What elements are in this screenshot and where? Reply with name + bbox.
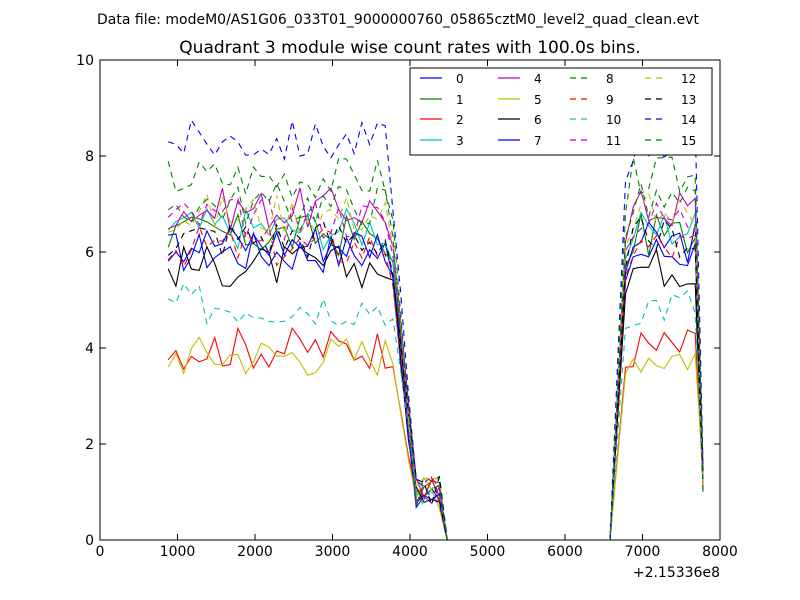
- chart-title: Quadrant 3 module wise count rates with …: [179, 38, 640, 58]
- x-tick-label: 5000: [470, 544, 506, 560]
- series-line-14: [168, 118, 704, 541]
- x-tick-label: 7000: [625, 544, 661, 560]
- legend-label-8: 8: [606, 72, 614, 86]
- legend-label-3: 3: [456, 134, 464, 148]
- legend-label-11: 11: [606, 134, 621, 148]
- legend-label-1: 1: [456, 93, 464, 107]
- y-tick-label: 2: [85, 437, 94, 453]
- legend-label-6: 6: [534, 113, 542, 127]
- series-line-12: [168, 191, 704, 541]
- x-offset-label: +2.15336e8: [633, 565, 720, 581]
- x-tick-label: 4000: [392, 544, 428, 560]
- series-line-13: [167, 215, 704, 541]
- legend-label-15: 15: [681, 134, 696, 148]
- y-tick-label: 0: [85, 533, 94, 549]
- x-tick-label: 0: [96, 544, 105, 560]
- legend-label-10: 10: [606, 113, 621, 127]
- legend-label-12: 12: [681, 72, 696, 86]
- x-tick-label: 1000: [160, 544, 196, 560]
- y-tick-label: 6: [85, 245, 94, 261]
- x-tick-label: 3000: [315, 544, 351, 560]
- legend-label-0: 0: [456, 72, 464, 86]
- y-tick-label: 4: [85, 341, 94, 357]
- series-line-10: [167, 282, 704, 541]
- series-line-15: [167, 181, 704, 541]
- legend-label-2: 2: [456, 113, 464, 127]
- y-tick-label: 8: [85, 149, 94, 165]
- legend-label-7: 7: [534, 134, 542, 148]
- legend-label-5: 5: [534, 93, 542, 107]
- legend-label-9: 9: [606, 93, 614, 107]
- series-layer: [167, 118, 704, 541]
- x-tick-label: 2000: [237, 544, 273, 560]
- legend-label-4: 4: [534, 72, 542, 86]
- x-tick-label: 6000: [547, 544, 583, 560]
- series-line-5: [167, 336, 704, 541]
- y-tick-label: 10: [76, 53, 94, 69]
- x-tick-label: 8000: [702, 544, 738, 560]
- legend-label-14: 14: [681, 113, 696, 127]
- figure-suptitle: Data file: modeM0/AS1G06_033T01_90000007…: [97, 12, 699, 28]
- legend-label-13: 13: [681, 93, 696, 107]
